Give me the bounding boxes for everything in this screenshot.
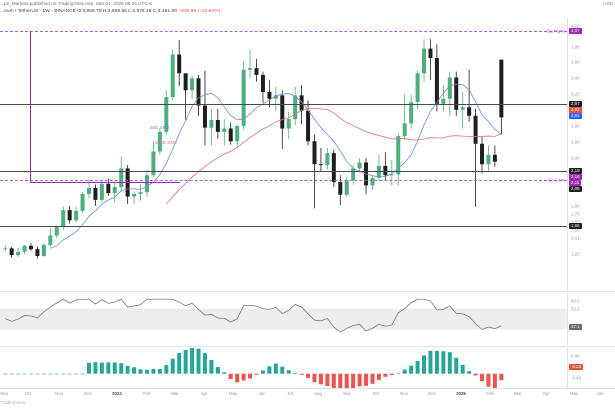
price-value-tag: 1,66 [569,222,582,229]
price-tick-label: 1,60 [571,219,580,225]
currency-label: USD [603,1,613,6]
price-value-tag: 2,11 [569,179,582,186]
date-tick-label: Sep [0,391,8,396]
date-tick-label: Feb [143,391,151,396]
macd-axis-line [567,348,568,388]
price-value-tag: 2,19 [569,167,582,174]
date-tick-label: May [228,391,238,396]
price-value-tag: 2,91 [569,112,582,119]
date-tick-label: 2025 [456,391,466,396]
date-tick-label: Mar [171,391,179,396]
price-level-line [0,226,567,227]
date-tick-label: Aug [314,391,322,396]
price-value-tag: 2,97 [569,100,582,107]
rsi-value-tag: 37.1 [569,323,582,330]
date-tick-label: Apr [200,391,208,396]
rsi-axis[interactable]: 80.0 52.1 37.1 [567,293,615,345]
date-tick-label: May [569,391,579,396]
ohlc-close: C:3,181.30 [152,8,177,14]
rsi-plot-area[interactable] [0,293,567,345]
symbol-label: ...eum / TetherUS · 1W · BINANCE [0,8,76,14]
rsi-series [0,298,567,333]
price-value-tag: 2,93 [569,106,582,113]
candlestick-series [3,39,504,259]
chart-header: ...pe_Markets published on TradingView.c… [0,0,615,18]
ohlc-change: −938.99 (−22.84%) [178,8,221,14]
date-axis[interactable]: Sep Oct Nov Dec 2024 Feb Mar Apr May Jun Jul Aug Sep… [0,388,615,400]
date-tick-label: Jun [596,391,604,396]
date-tick-label: Sep [343,391,351,396]
date-tick-label: Nov [55,391,63,396]
date-tick-label: Feb [486,391,494,396]
ohlc-high: H:3,859.95 [102,8,127,14]
range-box [30,31,180,183]
price-tick-label: 4,20 [571,23,580,29]
ohlc-low: L:2,976.26 [128,8,152,14]
macd-value-tag: -0.23 [569,363,584,370]
symbol-ohlc-line: ...eum / TetherUS · 1W · BINANCE O:3,859… [0,9,220,14]
eq-level-label: Eq Lows [548,177,565,183]
price-value-tag: 2,08 [569,185,582,192]
publish-info: ...pe_Markets published on TradingView.c… [0,0,152,6]
macd-axis[interactable]: 0.80 -0.40 -0.23 [567,348,615,388]
macd-tick-label: 0.80 [571,353,580,359]
price-tick-label: 3,80 [571,44,580,50]
ohlc-open: O:3,859.70 [77,8,102,14]
price-tick-label: 1,41 [571,235,580,241]
eq-level-label: Eq Highs [547,28,565,34]
date-tick-label: Nov [400,391,408,396]
eq-level-line [0,180,567,181]
price-value-tag: 2,16 [569,173,582,180]
macd-histogram-series [3,348,504,388]
price-tick-label: 1,70 [571,211,580,217]
date-tick-label: Mar [514,391,522,396]
date-tick-label: Oct [372,391,380,396]
rsi-tick-label: 80.0 [571,298,580,304]
date-tick-label: Dec [84,391,92,396]
tradingview-watermark: TradingView [0,400,26,405]
price-tick-label: 3,40 [571,75,580,81]
price-tick-label: 3,20 [571,91,580,97]
price-tick-label: 3,60 [571,59,580,65]
macd-tick-label: -0.40 [571,375,582,381]
price-value-tag: 4,07 [569,27,582,34]
date-tick-label: Jul [287,391,293,396]
price-pane[interactable]: Eq Highs Eq Lows 50D SMA 200D SMA 4,20 3,80 3… [0,18,615,290]
date-tick-label: Apr [542,391,550,396]
price-level-line [0,104,567,105]
sma-label: 50D SMA [150,125,170,130]
price-tick-label: 2,40 [571,155,580,161]
sma-label: 200D SMA [155,140,178,145]
price-tick-label: 1,20 [571,251,580,257]
date-tick-label: Oct [24,391,32,396]
price-tick-label: 2,80 [571,123,580,129]
eq-level-line [0,31,567,32]
price-axis[interactable]: 4,203,803,603,403,202,802,602,402,201,80… [567,18,615,290]
date-tick-label: Dec [428,391,436,396]
rsi-tick-label: 52.1 [571,306,580,312]
macd-plot-area[interactable] [0,348,567,388]
price-level-line [0,171,567,172]
rsi-axis-line [567,293,568,345]
price-tick-label: 1,80 [571,203,580,209]
price-tick-label: 2,60 [571,139,580,145]
macd-pane[interactable]: 0.80 -0.40 -0.23 [0,348,615,388]
date-tick-label: 2024 [112,391,122,396]
rsi-pane[interactable]: 80.0 52.1 37.1 [0,293,615,345]
pane-separator [0,291,615,292]
price-plot-area[interactable]: Eq Highs Eq Lows 50D SMA 200D SMA [0,18,567,290]
price-axis-line [567,18,568,290]
price-tick-label: 1,50 [571,227,580,233]
date-tick-label: Jun [258,391,266,396]
pane-separator [0,346,615,347]
